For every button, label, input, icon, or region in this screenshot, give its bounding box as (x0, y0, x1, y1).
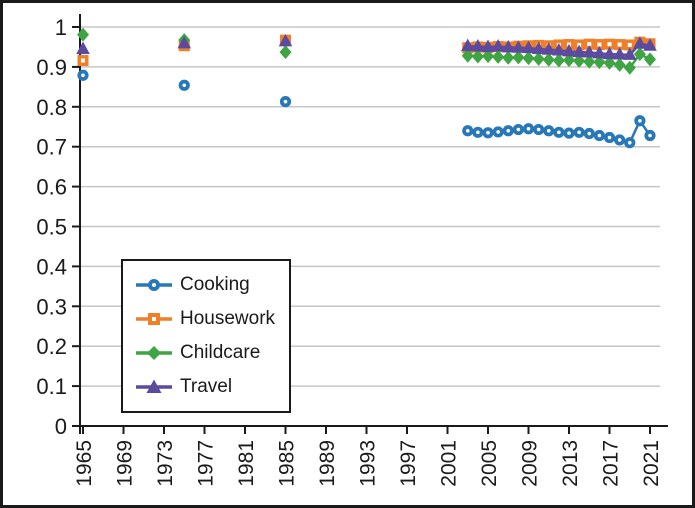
svg-text:2021: 2021 (640, 440, 663, 487)
legend-item-childcare: Childcare (135, 336, 279, 370)
legend-label-childcare: Childcare (180, 342, 261, 363)
chart-canvas: 0 0.1 0.2 0.3 0.4 0.5 0.6 0.7 0.8 0.9 1 1965 1969 197… (36, 14, 668, 487)
legend-label-housework: Housework (180, 308, 276, 329)
svg-text:1977: 1977 (195, 440, 218, 487)
legend-label-travel: Travel (180, 376, 233, 397)
svg-text:2005: 2005 (478, 440, 501, 487)
svg-text:1989: 1989 (316, 440, 339, 487)
svg-text:0.4: 0.4 (36, 254, 67, 279)
svg-text:2009: 2009 (519, 440, 542, 487)
svg-text:1997: 1997 (397, 440, 420, 487)
svg-text:0.3: 0.3 (36, 294, 67, 319)
svg-text:0.8: 0.8 (36, 95, 67, 120)
svg-text:0.6: 0.6 (36, 175, 67, 200)
svg-text:1973: 1973 (154, 440, 177, 487)
legend-item-housework: Housework (135, 302, 279, 336)
svg-text:0.5: 0.5 (36, 215, 67, 240)
legend: Cooking Housework Childcare Travel (121, 259, 291, 413)
svg-text:0: 0 (55, 414, 67, 439)
travel-marker-icon (135, 376, 173, 398)
svg-text:1965: 1965 (73, 440, 96, 487)
svg-text:0.1: 0.1 (36, 374, 67, 399)
childcare-marker-icon (135, 342, 173, 364)
svg-text:1969: 1969 (114, 440, 137, 487)
svg-text:0.2: 0.2 (36, 334, 67, 359)
housework-marker-icon (135, 308, 173, 330)
svg-text:1993: 1993 (357, 440, 380, 487)
svg-text:2017: 2017 (600, 440, 623, 487)
cooking-marker-icon (135, 274, 173, 296)
svg-text:1: 1 (55, 15, 67, 40)
svg-text:0.7: 0.7 (36, 135, 67, 160)
svg-text:2001: 2001 (438, 440, 461, 487)
svg-text:2013: 2013 (559, 440, 582, 487)
svg-text:1981: 1981 (235, 440, 258, 487)
svg-text:1985: 1985 (276, 440, 299, 487)
svg-text:0.9: 0.9 (36, 55, 67, 80)
legend-item-cooking: Cooking (135, 268, 279, 302)
legend-label-cooking: Cooking (180, 274, 250, 295)
legend-item-travel: Travel (135, 370, 279, 404)
